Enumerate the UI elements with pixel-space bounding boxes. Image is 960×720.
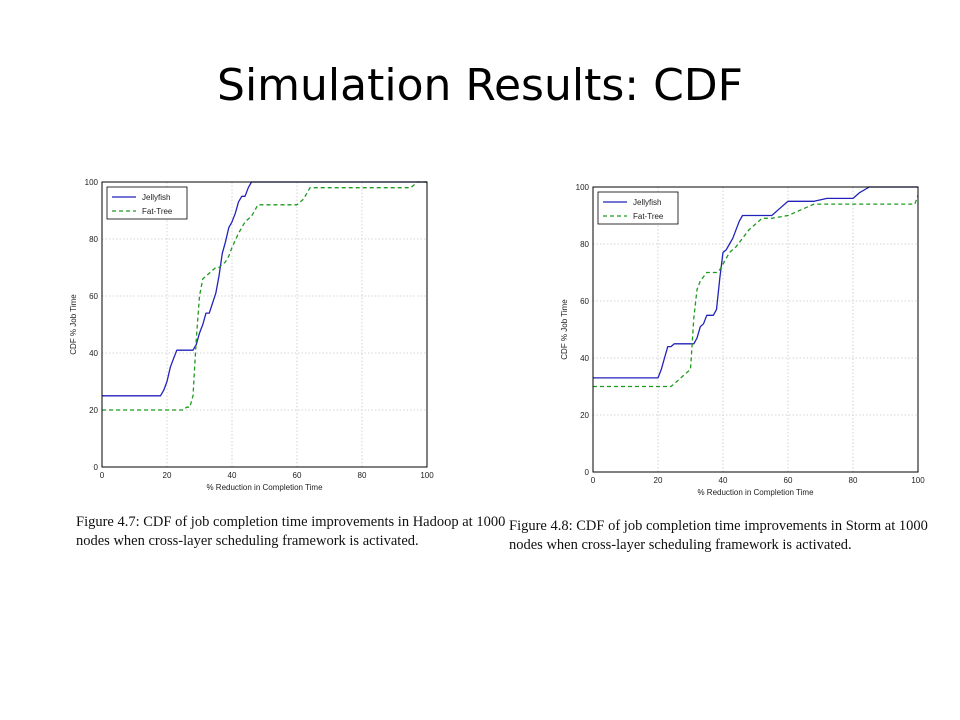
x-tick-label: 100 — [420, 471, 434, 480]
y-axis-label: CDF % Job Time — [69, 294, 78, 355]
series-line-jellyfish — [593, 186, 918, 379]
y-tick-label: 100 — [576, 183, 590, 192]
x-tick-label: 100 — [911, 476, 925, 485]
x-tick-label: 40 — [719, 476, 728, 485]
legend-label: Fat-Tree — [142, 207, 173, 216]
y-tick-label: 20 — [89, 406, 98, 415]
y-tick-label: 20 — [580, 411, 589, 420]
x-tick-label: 0 — [100, 471, 105, 480]
figure-caption-hadoop: Figure 4.7: CDF of job completion time i… — [76, 513, 505, 551]
series-line-jellyfish — [102, 181, 427, 397]
x-axis-label: % Reduction in Completion Time — [697, 488, 814, 497]
y-tick-label: 40 — [580, 354, 589, 363]
series-line-fat-tree — [593, 195, 919, 388]
x-tick-label: 80 — [849, 476, 858, 485]
caption-line: nodes when cross-layer scheduling framew… — [76, 533, 419, 549]
y-tick-label: 80 — [580, 240, 589, 249]
y-tick-label: 40 — [89, 349, 98, 358]
plot-area — [593, 187, 918, 472]
y-tick-label: 0 — [94, 463, 99, 472]
x-tick-label: 0 — [591, 476, 596, 485]
legend-label: Fat-Tree — [633, 212, 664, 221]
y-tick-label: 0 — [585, 468, 590, 477]
x-tick-label: 20 — [654, 476, 663, 485]
legend-label: Jellyfish — [633, 198, 661, 207]
y-tick-label: 80 — [89, 235, 98, 244]
y-tick-label: 60 — [89, 292, 98, 301]
series-line-fat-tree — [102, 181, 427, 411]
legend: Jellyfish Fat-Tree — [106, 186, 188, 220]
x-tick-label: 40 — [228, 471, 237, 480]
x-tick-label: 80 — [358, 471, 367, 480]
slide-title: Simulation Results: CDF — [217, 60, 743, 111]
caption-line: nodes when cross-layer scheduling framew… — [509, 537, 852, 553]
legend-label: Jellyfish — [142, 193, 170, 202]
figure-caption-storm: Figure 4.8: CDF of job completion time i… — [509, 517, 928, 555]
y-tick-label: 60 — [580, 297, 589, 306]
x-tick-label: 60 — [293, 471, 302, 480]
legend-box — [106, 186, 188, 220]
caption-line: Figure 4.7: CDF of job completion time i… — [76, 514, 506, 530]
y-tick-label: 100 — [85, 178, 99, 187]
x-tick-label: 20 — [163, 471, 172, 480]
cdf-chart-hadoop: 0 20 40 60 80 100 0 20 40 60 80 100 % Reduction in C… — [69, 178, 434, 492]
x-tick-label: 60 — [784, 476, 793, 485]
plot-area — [102, 182, 427, 467]
y-axis-label: CDF % Job Time — [560, 299, 569, 360]
axis-frame — [101, 181, 428, 468]
cdf-chart-storm: 0 20 40 60 80 100 0 20 40 60 80 100 % Reduction in C… — [560, 183, 925, 497]
legend: Jellyfish Fat-Tree — [597, 191, 679, 225]
x-axis-label: % Reduction in Completion Time — [206, 483, 323, 492]
legend-box — [597, 191, 679, 225]
caption-line: Figure 4.8: CDF of job completion time i… — [509, 518, 928, 534]
axis-frame — [592, 186, 919, 473]
